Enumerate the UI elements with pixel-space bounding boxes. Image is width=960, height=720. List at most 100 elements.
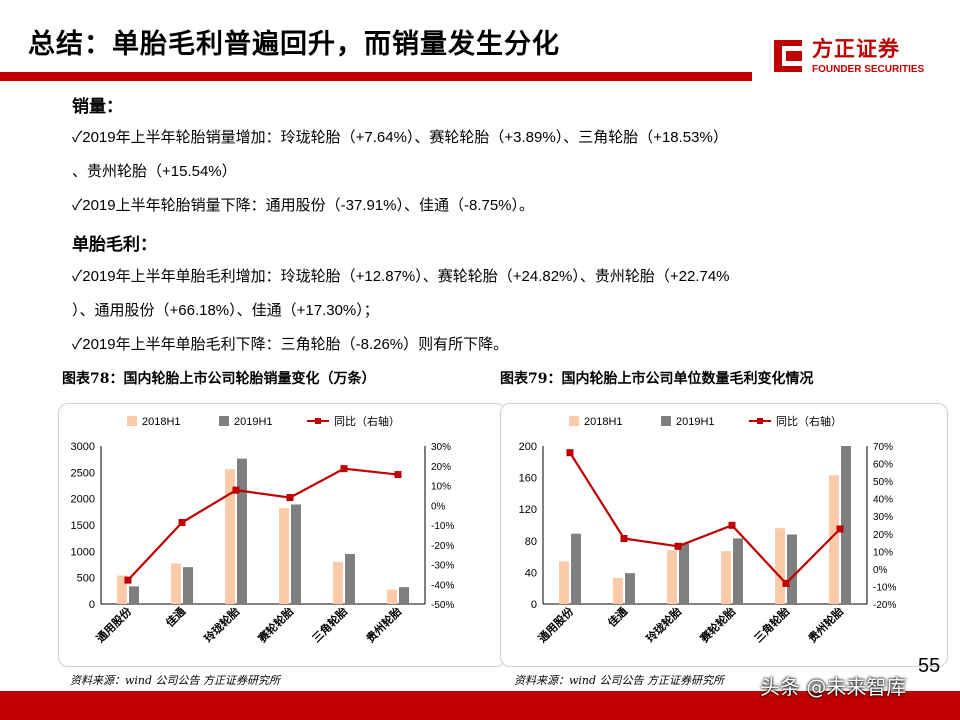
y2-tick-label: -10%: [873, 582, 896, 593]
yoy-point: [782, 579, 790, 587]
source-note-79: 资料来源：wind 公司公告 方正证券研究所: [514, 674, 725, 687]
bullet-margin-decrease: ✓2019年上半年单胎毛利下降：三角轮胎（-8.26%）则有所下降。: [72, 336, 509, 353]
y2-tick-label: 70%: [873, 442, 893, 453]
bar-2018h1: [613, 577, 623, 604]
y-tick-label: 40: [525, 567, 537, 579]
y2-tick-label: 60%: [873, 460, 893, 471]
legend-label-2: 同比（右轴）: [334, 414, 400, 428]
x-tick-label: 贵州轮胎: [805, 604, 846, 645]
page-title: 总结：单胎毛利普遍回升，而销量发生分化: [28, 29, 560, 60]
y2-tick-label: -50%: [431, 600, 454, 611]
y2-tick-label: -20%: [873, 600, 896, 611]
bar-2018h1: [721, 551, 731, 604]
y2-tick-label: 10%: [873, 547, 893, 558]
y-tick-label: 120: [519, 504, 537, 516]
bar-2019h1: [345, 553, 355, 604]
brand-name-en: FOUNDER SECURITIES: [812, 64, 925, 75]
bar-2018h1: [225, 469, 235, 604]
bar-2019h1: [787, 534, 797, 604]
y2-tick-label: -30%: [431, 561, 454, 572]
yoy-point: [340, 465, 348, 473]
bar-2019h1: [841, 446, 851, 604]
y-tick-label: 200: [519, 441, 537, 453]
x-tick-label: 佳通: [605, 604, 630, 629]
bar-2019h1: [237, 458, 247, 604]
y-tick-label: 0: [531, 599, 537, 611]
y-tick-label: 80: [525, 536, 537, 548]
x-tick-label: 赛轮轮胎: [696, 604, 738, 646]
legend-label-1: 2019H1: [234, 416, 273, 428]
section-heading-margin: 单胎毛利：: [72, 235, 157, 255]
x-tick-label: 通用股份: [535, 604, 577, 646]
legend-label-0: 2018H1: [584, 416, 623, 428]
bar-2018h1: [667, 550, 677, 604]
chart-panel-margin: 2018H1 2019H1 同比（右轴） 0 40 80 120 160 200 -20% -10%…: [500, 403, 948, 667]
bar-2018h1: [117, 575, 127, 604]
x-tick-label: 贵州轮胎: [363, 604, 404, 645]
x-tick-label: 通用股份: [93, 604, 135, 646]
y-tick-label: 2500: [71, 467, 95, 479]
chart-caption-79: 图表79：国内轮胎上市公司单位数量毛利变化情况: [500, 371, 814, 387]
footer-bar: [0, 691, 960, 720]
x-tick-label: 佳通: [163, 604, 188, 629]
bullet-margin-increase: ✓2019年上半年单胎毛利增加：玲珑轮胎（+12.87%）、赛轮轮胎（+24.8…: [72, 268, 730, 285]
legend-marker: [757, 418, 763, 424]
legend-marker: [315, 418, 321, 424]
brand-logo: 方正证券 FOUNDER SECURITIES: [768, 36, 938, 80]
legend-swatch-0: [127, 416, 137, 426]
chart-caption-78: 图表78：国内轮胎上市公司轮胎销量变化（万条）: [62, 371, 376, 387]
legend-swatch-1: [661, 416, 671, 426]
legend-label-0: 2018H1: [142, 416, 181, 428]
y-tick-label: 2000: [71, 494, 95, 506]
x-tick-label: 赛轮轮胎: [254, 604, 296, 646]
bar-2019h1: [129, 586, 139, 604]
y2-tick-label: 0%: [431, 501, 446, 512]
bullet-sales-increase-cont: 、贵州轮胎（+15.54%）: [72, 163, 237, 180]
y2-tick-label: 20%: [431, 462, 451, 473]
bar-2019h1: [733, 538, 743, 604]
bullet-margin-increase-cont: ）、通用股份（+66.18%）、佳通（+17.30%）；: [72, 302, 379, 319]
y-tick-label: 3000: [71, 441, 95, 453]
yoy-point: [836, 525, 844, 533]
legend-label-1: 2019H1: [676, 416, 715, 428]
bar-2019h1: [291, 504, 301, 604]
bar-2018h1: [171, 563, 181, 604]
y2-tick-label: -10%: [431, 521, 454, 532]
legend-swatch-1: [219, 416, 229, 426]
yoy-point: [178, 519, 186, 527]
y2-tick-label: 30%: [431, 442, 451, 453]
section-heading-sales: 销量：: [72, 97, 123, 117]
bar-2018h1: [387, 589, 397, 604]
y2-tick-label: 20%: [873, 530, 893, 541]
y2-tick-label: 0%: [873, 565, 888, 576]
bar-2018h1: [775, 528, 785, 604]
bar-2018h1: [279, 508, 289, 604]
chart-panel-sales: 2018H1 2019H1 同比（右轴） 0 500 1000 1500 2000 2500 30…: [58, 403, 506, 667]
y2-tick-label: 30%: [873, 512, 893, 523]
brand-logo-icon: [774, 40, 802, 72]
brand-name-cn: 方正证券: [812, 37, 900, 61]
bar-2019h1: [183, 567, 193, 604]
x-tick-label: 三角轮胎: [309, 604, 350, 645]
yoy-point: [566, 449, 574, 457]
legend-label-2: 同比（右轴）: [776, 414, 842, 428]
x-tick-label: 玲珑轮胎: [201, 604, 242, 645]
yoy-point: [620, 535, 628, 543]
y-tick-label: 500: [77, 573, 95, 585]
y-tick-label: 1500: [71, 520, 95, 532]
bar-2019h1: [625, 573, 635, 604]
x-tick-label: 三角轮胎: [751, 604, 792, 645]
y2-tick-label: 50%: [873, 477, 893, 488]
y2-tick-label: 10%: [431, 482, 451, 493]
bar-2018h1: [333, 561, 343, 604]
yoy-point: [232, 486, 240, 494]
yoy-point: [394, 471, 402, 479]
yoy-point: [124, 576, 132, 584]
margin-chart: 2018H1 2019H1 同比（右轴） 0 40 80 120 160 200 -20% -10%…: [519, 414, 897, 646]
yoy-point: [286, 494, 294, 502]
y2-tick-label: -40%: [431, 580, 454, 591]
legend-swatch-0: [569, 416, 579, 426]
bar-2018h1: [559, 561, 569, 604]
yoy-line: [569, 452, 841, 585]
title-rule: [0, 72, 752, 81]
